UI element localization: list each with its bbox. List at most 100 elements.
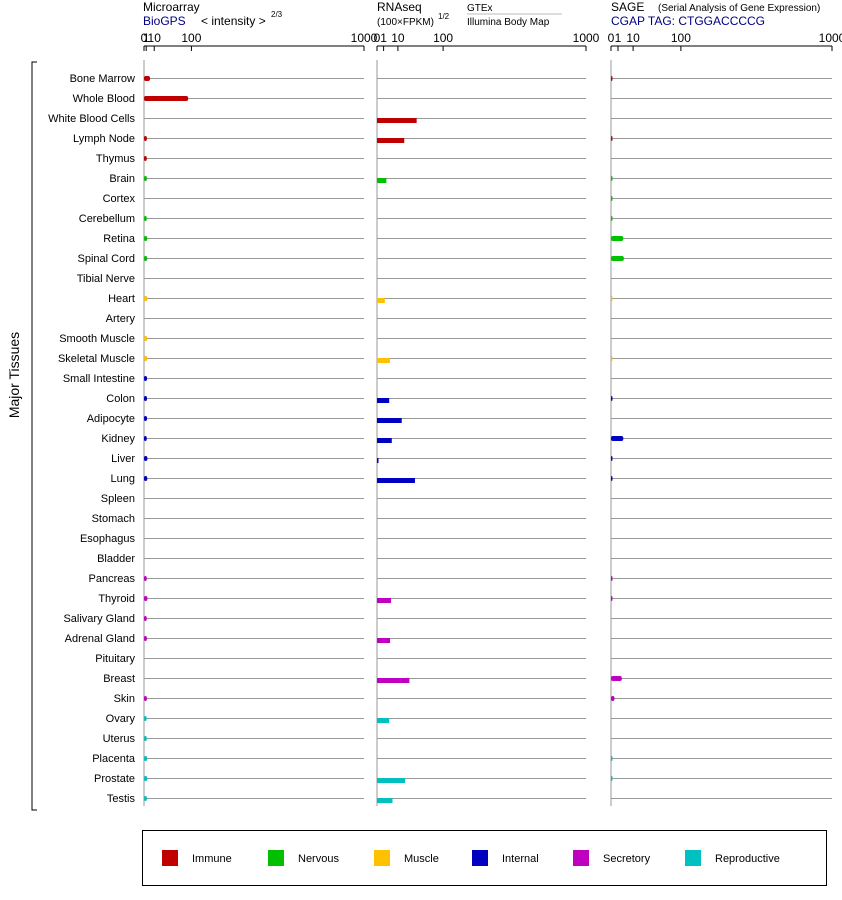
tissue-label: Breast (103, 673, 135, 685)
tissue-label: Testis (107, 793, 136, 805)
x-tick-label: 1 (380, 31, 387, 45)
legend-swatch (573, 850, 589, 866)
rnaseq-bar (377, 598, 392, 603)
microarray-bar (144, 796, 147, 801)
x-tick-label: 100 (671, 31, 691, 45)
sage-bar (611, 136, 613, 141)
x-tick-label: 0 (608, 31, 615, 45)
sage-bar (611, 596, 613, 601)
microarray-bar (144, 436, 147, 441)
x-tick-label: 1 (143, 31, 150, 45)
microarray-bar (144, 756, 148, 761)
sage-bar (611, 356, 613, 361)
microarray-bar (144, 376, 148, 381)
tissue-label: Skin (114, 693, 135, 705)
illumina-link[interactable]: Illumina Body Map (467, 17, 550, 28)
microarray-bar (144, 576, 147, 581)
legend-label: Secretory (603, 853, 651, 865)
sage-bar (611, 776, 613, 781)
tissue-label: Lung (111, 473, 135, 485)
rnaseq-bar (377, 118, 417, 123)
microarray-bar (144, 236, 148, 241)
biogps-link[interactable]: BioGPS (143, 14, 186, 28)
rnaseq-bar (377, 638, 391, 643)
sage-bar (611, 476, 613, 481)
rnaseq-bar (377, 178, 387, 183)
legend: Immune Nervous Muscle Internal Secretory Repr… (162, 850, 780, 866)
microarray-bar (144, 356, 148, 361)
panels: 011010010000110100100001101001000 (141, 31, 842, 806)
legend-label: Muscle (404, 853, 439, 865)
x-tick-label: 1 (615, 31, 622, 45)
microarray-bar (144, 616, 147, 621)
microarray-bar (144, 296, 148, 301)
tissue-label: Placenta (92, 753, 136, 765)
rnaseq-bar (377, 678, 410, 683)
tissue-label: Kidney (101, 433, 135, 445)
tissue-label: Bladder (97, 553, 135, 565)
rnaseq-bar (377, 418, 402, 423)
microarray-bar (144, 416, 148, 421)
rnaseq-bar (377, 358, 390, 363)
tissue-labels: Bone Marrow Whole Blood White Blood Cells L… (48, 73, 136, 805)
microarray-bar (144, 156, 147, 161)
rnaseq-bar (377, 478, 415, 483)
microarray-bar (144, 336, 148, 341)
x-tick-label: 10 (626, 31, 640, 45)
microarray-bar (144, 636, 147, 641)
legend-swatch (685, 850, 701, 866)
microarray-exponent: 2/3 (271, 10, 283, 19)
microarray-bar (144, 216, 147, 221)
microarray-header: Microarray BioGPS < intensity > 2/3 (143, 0, 283, 28)
sage-title: SAGE (611, 0, 644, 14)
tissue-label: Spleen (101, 493, 135, 505)
rnaseq-title: RNAseq (377, 0, 422, 14)
tissue-label: White Blood Cells (48, 113, 135, 125)
x-tick-label: 100 (433, 31, 453, 45)
microarray-bar (144, 476, 148, 481)
rnaseq-header: RNAseq (100×FPKM) 1/2 GTEx Illumina Body… (377, 0, 562, 28)
x-tick-label: 0 (141, 31, 148, 45)
sage-bar (611, 216, 613, 221)
tissue-label: Cortex (103, 193, 136, 205)
microarray-bar (144, 596, 148, 601)
microarray-bar (144, 776, 148, 781)
tissue-label: Lymph Node (73, 133, 135, 145)
legend-swatch (162, 850, 178, 866)
sage-bar (611, 436, 624, 441)
rnaseq-bar (377, 298, 385, 303)
rnaseq-unit: (100×FPKM) (377, 17, 434, 28)
tissue-label: Pancreas (89, 573, 136, 585)
gtex-link[interactable]: GTEx (467, 3, 493, 14)
legend-label: Internal (502, 853, 539, 865)
tissue-label: Uterus (103, 733, 136, 745)
legend-swatch (374, 850, 390, 866)
x-tick-label: 1000 (819, 31, 842, 45)
microarray-bar (144, 736, 147, 741)
tissue-label: Stomach (92, 513, 135, 525)
sage-bar (611, 296, 613, 301)
tissue-label: Tibial Nerve (77, 273, 135, 285)
tissue-label: Skeletal Muscle (58, 353, 135, 365)
rnaseq-bar (377, 458, 379, 463)
microarray-bar (144, 456, 148, 461)
microarray-bar (144, 76, 150, 81)
x-tick-label: 10 (148, 31, 162, 45)
tissue-label: Whole Blood (73, 93, 135, 105)
tissue-label: Thymus (96, 153, 136, 165)
legend-swatch (268, 850, 284, 866)
sage-bar (611, 76, 613, 81)
tissue-label: Liver (111, 453, 135, 465)
microarray-bar (144, 396, 148, 401)
rnaseq-panel: 0 1 10 100 1000 (374, 31, 600, 806)
tissue-label: Retina (103, 233, 136, 245)
sage-bar (611, 576, 613, 581)
y-axis-label: Major Tissues (6, 332, 22, 418)
cgap-tag-link[interactable]: CGAP TAG: CTGGACCCCG (611, 14, 765, 28)
tissue-label: Small Intestine (63, 373, 135, 385)
tissue-label: Colon (106, 393, 135, 405)
tissue-label: Ovary (106, 713, 136, 725)
sage-header: SAGE (Serial Analysis of Gene Expression… (611, 0, 820, 28)
rnaseq-bar (377, 778, 406, 783)
